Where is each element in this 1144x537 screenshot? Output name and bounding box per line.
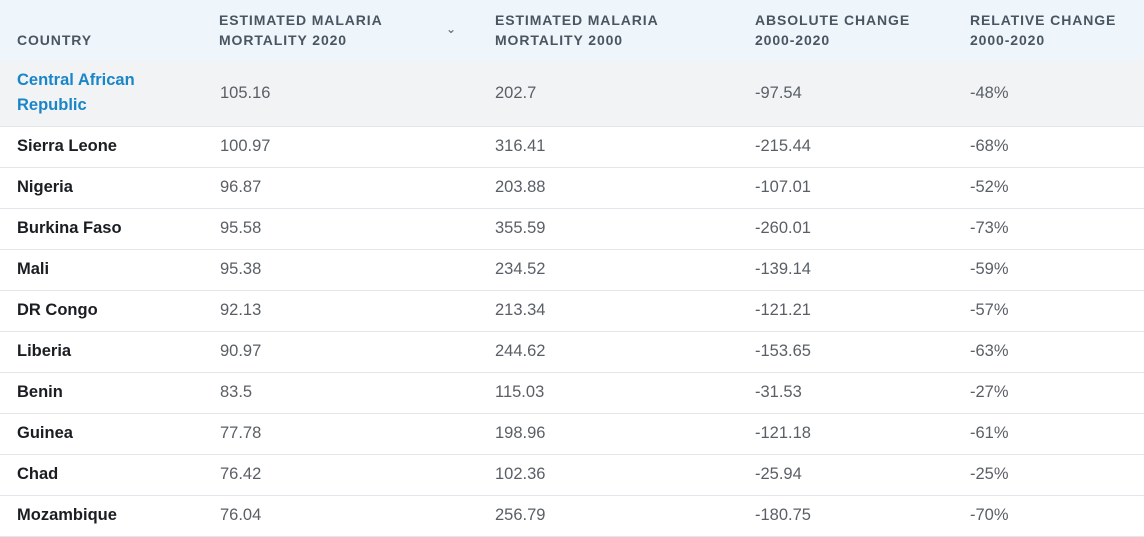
absolute-change-cell: -260.01 xyxy=(755,219,811,237)
relative-change-cell: -73% xyxy=(970,219,1009,237)
table-row: Chad 76.42 102.36 -25.94 -25% xyxy=(0,454,1144,495)
mortality-2020-cell: 90.97 xyxy=(220,342,262,360)
relative-change-cell: -70% xyxy=(970,506,1009,524)
mortality-2020-cell: 100.97 xyxy=(220,137,271,155)
country-cell: Guinea xyxy=(17,424,73,442)
mortality-2020-cell: 96.87 xyxy=(220,178,262,196)
absolute-change-cell: -31.53 xyxy=(755,383,802,401)
column-header-country[interactable]: COUNTRY xyxy=(17,32,93,48)
absolute-change-cell: -180.75 xyxy=(755,506,811,524)
absolute-change-cell: -107.01 xyxy=(755,178,811,196)
mortality-2020-cell: 92.13 xyxy=(220,301,262,319)
table-row: Nigeria 96.87 203.88 -107.01 -52% xyxy=(0,167,1144,208)
relative-change-cell: -63% xyxy=(970,342,1009,360)
mortality-2020-cell: 95.38 xyxy=(220,260,262,278)
country-cell: Mozambique xyxy=(17,506,117,524)
mortality-2000-cell: 202.7 xyxy=(495,83,537,102)
relative-change-cell: -57% xyxy=(970,301,1009,319)
mortality-2000-cell: 102.36 xyxy=(495,465,546,483)
mortality-2000-cell: 256.79 xyxy=(495,506,546,524)
mortality-2000-cell: 355.59 xyxy=(495,219,546,237)
mortality-2000-cell: 198.96 xyxy=(495,424,546,442)
relative-change-cell: -61% xyxy=(970,424,1009,442)
table-row: DR Congo 92.13 213.34 -121.21 -57% xyxy=(0,290,1144,331)
mortality-2000-cell: 244.62 xyxy=(495,342,546,360)
table-row: Burkina Faso 95.58 355.59 -260.01 -73% xyxy=(0,208,1144,249)
column-header-relative-change[interactable]: RELATIVE CHANGE 2000-2020 xyxy=(970,12,1117,48)
mortality-2020-cell: 83.5 xyxy=(220,383,253,401)
chevron-down-icon[interactable]: ⌄ xyxy=(445,22,456,36)
relative-change-cell: -52% xyxy=(970,178,1009,196)
relative-change-cell: -59% xyxy=(970,260,1009,278)
column-header-label: ESTIMATED MALARIA MORTALITY 2020 xyxy=(219,12,383,48)
relative-change-cell: -25% xyxy=(970,465,1009,483)
mortality-2000-cell: 203.88 xyxy=(495,178,546,196)
absolute-change-cell: -25.94 xyxy=(755,465,802,483)
relative-change-cell: -48% xyxy=(970,83,1009,102)
country-cell: Chad xyxy=(17,465,59,483)
absolute-change-cell: -121.18 xyxy=(755,424,811,442)
table-row: Liberia 90.97 244.62 -153.65 -63% xyxy=(0,331,1144,372)
mortality-2000-cell: 234.52 xyxy=(495,260,546,278)
table-row: Central African Republic 105.16 202.7 -97.5… xyxy=(0,61,1144,126)
country-cell[interactable]: Central African Republic xyxy=(17,71,135,115)
column-header-absolute-change[interactable]: ABSOLUTE CHANGE 2000-2020 xyxy=(755,12,911,48)
mortality-2000-cell: 115.03 xyxy=(495,383,545,401)
column-header-mortality-2000[interactable]: ESTIMATED MALARIA MORTALITY 2000 xyxy=(495,12,659,48)
country-cell: Nigeria xyxy=(17,178,73,196)
absolute-change-cell: -139.14 xyxy=(755,260,811,278)
column-header-mortality-2020[interactable]: ESTIMATED MALARIA MORTALITY 2020 ⌄ xyxy=(202,0,478,61)
relative-change-cell: -27% xyxy=(970,383,1009,401)
mortality-2020-cell: 76.42 xyxy=(220,465,262,483)
country-cell: Benin xyxy=(17,383,63,401)
mortality-2020-cell: 95.58 xyxy=(220,219,262,237)
absolute-change-cell: -215.44 xyxy=(755,137,811,155)
table-row: Sierra Leone 100.97 316.41 -215.44 -68% xyxy=(0,126,1144,167)
table-row: Mozambique 76.04 256.79 -180.75 -70% xyxy=(0,495,1144,536)
mortality-2000-cell: 316.41 xyxy=(495,137,546,155)
table-row: Benin 83.5 115.03 -31.53 -27% xyxy=(0,372,1144,413)
country-cell: Mali xyxy=(17,260,50,278)
absolute-change-cell: -121.21 xyxy=(755,301,811,319)
mortality-2020-cell: 105.16 xyxy=(220,83,271,102)
mortality-2000-cell: 213.34 xyxy=(495,301,546,319)
country-cell: DR Congo xyxy=(17,301,98,319)
table-header-row: COUNTRY ESTIMATED MALARIA MORTALITY 2020… xyxy=(0,0,1144,61)
absolute-change-cell: -153.65 xyxy=(755,342,811,360)
table-row: Mali 95.38 234.52 -139.14 -59% xyxy=(0,249,1144,290)
country-cell: Burkina Faso xyxy=(17,219,122,237)
mortality-2020-cell: 77.78 xyxy=(220,424,262,442)
absolute-change-cell: -97.54 xyxy=(755,83,802,102)
mortality-2020-cell: 76.04 xyxy=(220,506,262,524)
relative-change-cell: -68% xyxy=(970,137,1009,155)
country-cell: Sierra Leone xyxy=(17,137,117,155)
table-row: Guinea 77.78 198.96 -121.18 -61% xyxy=(0,413,1144,454)
country-cell: Liberia xyxy=(17,342,72,360)
